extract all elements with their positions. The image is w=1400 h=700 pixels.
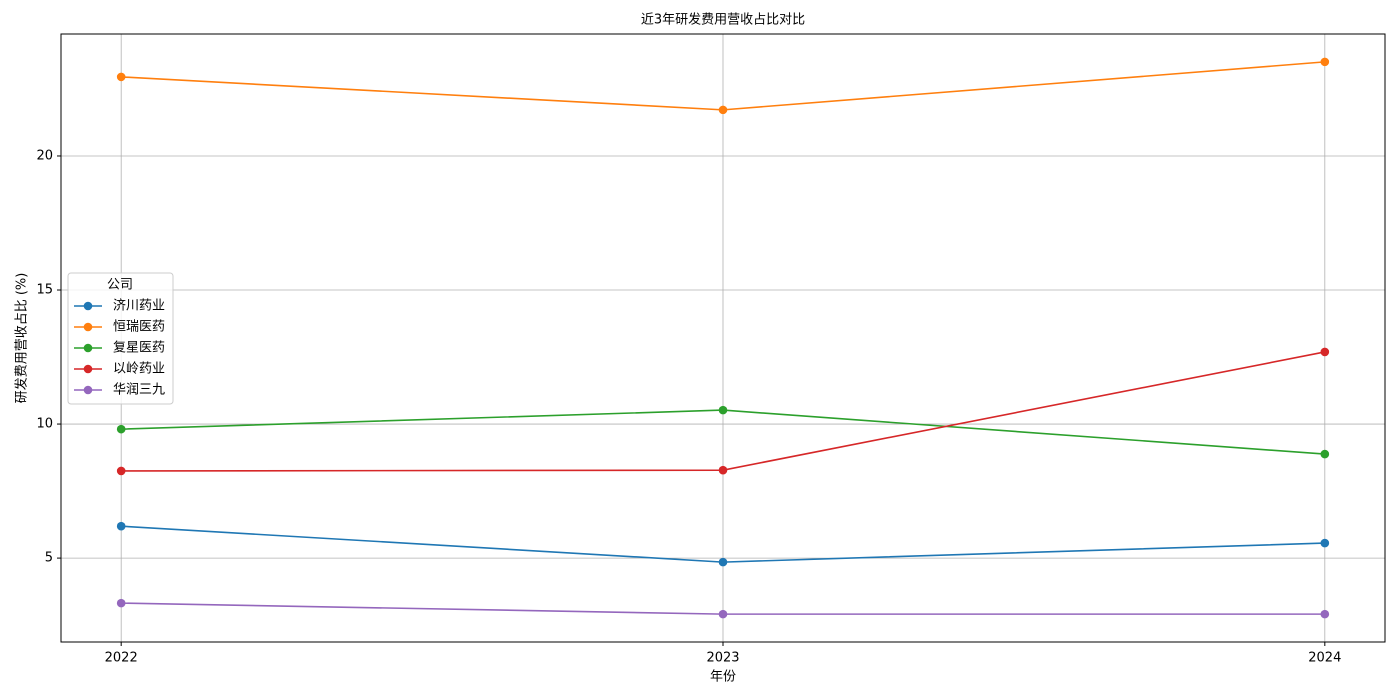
x-tick-label: 2024 (1308, 651, 1341, 666)
point (718, 557, 728, 567)
x-tick-label: 2023 (706, 651, 739, 666)
point (116, 521, 126, 531)
legend-label: 以岭药业 (113, 362, 165, 377)
point (116, 424, 126, 434)
legend-marker (83, 301, 93, 311)
legend-marker (83, 364, 93, 374)
legend-marker (83, 322, 93, 332)
plot-frame (60, 33, 1386, 643)
x-tick-label: 2022 (105, 651, 138, 666)
point (1320, 538, 1330, 548)
legend-marker (83, 385, 93, 395)
legend-label: 复星医药 (113, 341, 165, 356)
point (116, 72, 126, 82)
legend-title: 公司 (107, 278, 133, 293)
y-tick-label: 15 (36, 283, 53, 298)
point (718, 609, 728, 619)
point (718, 105, 728, 115)
y-tick-label: 5 (45, 551, 53, 566)
point (718, 465, 728, 475)
point (1320, 347, 1330, 357)
point (1320, 57, 1330, 67)
point (718, 405, 728, 415)
legend-label: 恒瑞医药 (113, 320, 165, 335)
x-axis-label: 年份 (710, 670, 736, 685)
point (1320, 449, 1330, 459)
y-tick-label: 10 (36, 417, 53, 432)
point (1320, 609, 1330, 619)
y-axis-label: 研发费用营收占比 (%) (14, 273, 30, 404)
legend-label: 济川药业 (113, 299, 165, 314)
point (116, 598, 126, 608)
y-tick-label: 20 (36, 148, 53, 163)
point (116, 466, 126, 476)
chart-title: 近3年研发费用营收占比对比 (641, 12, 805, 28)
legend-label: 华润三九 (113, 383, 165, 398)
legend-marker (83, 343, 93, 353)
